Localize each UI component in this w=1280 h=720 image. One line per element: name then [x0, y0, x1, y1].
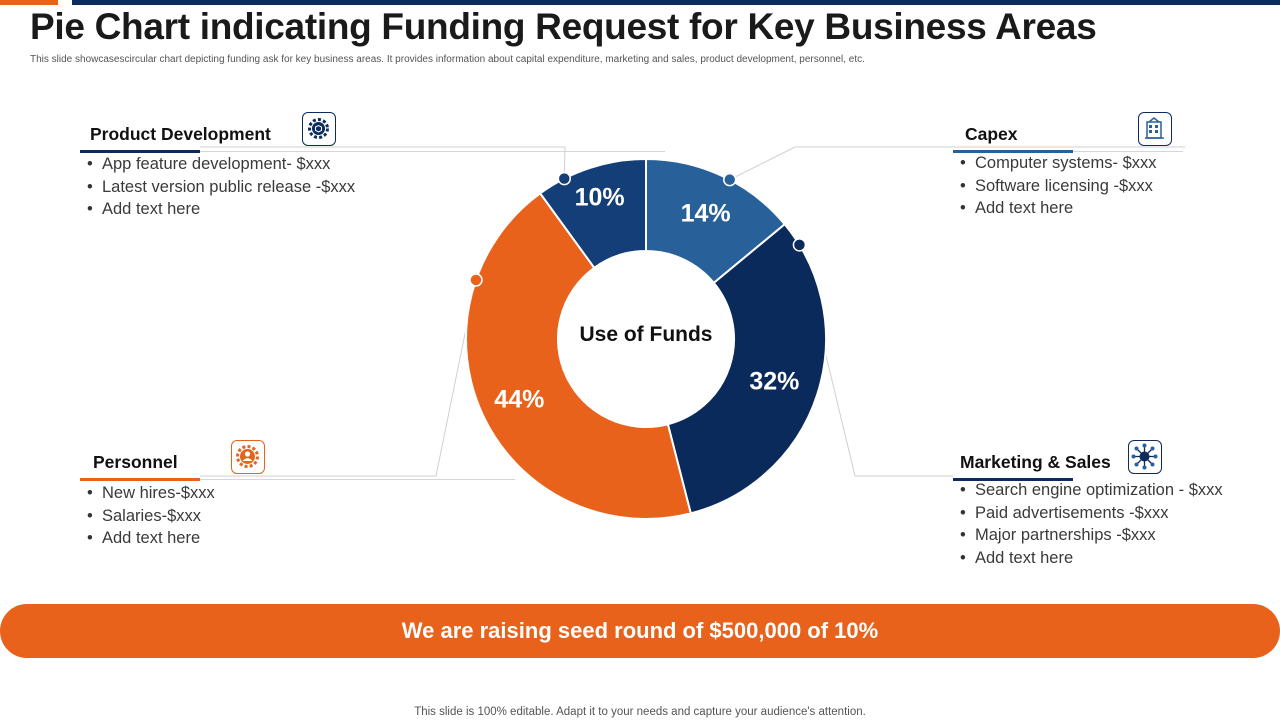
list-item: App feature development- $xxx: [80, 153, 355, 176]
panel-list-product-development: App feature development- $xxx Latest ver…: [80, 153, 355, 221]
slice-label-product-development: 10%: [575, 183, 625, 211]
building-icon: [1138, 112, 1172, 146]
panel-title-personnel: Personnel: [93, 452, 178, 472]
list-item: Add text here: [80, 198, 355, 221]
connector-line-capex: [729, 146, 1185, 181]
list-item: Search engine optimization - $xxx: [953, 479, 1223, 502]
list-item: Add text here: [953, 547, 1223, 570]
panel-list-marketing-sales: Search engine optimization - $xxx Paid a…: [953, 479, 1223, 569]
top-accent-orange: [0, 0, 58, 5]
panel-capex: Capex Computer systems- $xxx Software li…: [953, 112, 1253, 219]
panel-title-marketing-sales: Marketing & Sales: [960, 452, 1111, 472]
slice-label-capex: 14%: [681, 199, 731, 227]
banner-text: We are raising seed round of $500,000 of…: [401, 618, 879, 643]
panel-personnel: Personnel New hires-$xxx Salaries-$xxx A…: [80, 440, 515, 549]
list-item: Latest version public release -$xxx: [80, 176, 355, 199]
list-item: Add text here: [80, 527, 215, 550]
list-item: New hires-$xxx: [80, 482, 215, 505]
panel-product-development: Product Development App feature developm…: [80, 112, 665, 220]
connector-dots: [469, 171, 807, 287]
donut-slice-marketing-sales: [666, 222, 827, 515]
connector-dot-product-development: [557, 171, 572, 186]
panel-divider: [200, 151, 665, 152]
donut-slices: [465, 157, 827, 520]
connector-dot-capex: [722, 172, 737, 187]
panel-title-capex: Capex: [965, 124, 1018, 144]
slice-labels: 14% 32% 44% 10%: [494, 183, 799, 413]
list-item: Computer systems- $xxx: [953, 152, 1157, 175]
list-item: Salaries-$xxx: [80, 505, 215, 528]
page-subtitle: This slide showcasescircular chart depic…: [30, 54, 865, 65]
donut-slice-personnel: [465, 191, 692, 520]
list-item: Paid advertisements -$xxx: [953, 502, 1223, 525]
slice-label-personnel: 44%: [494, 386, 544, 414]
list-item: Software licensing -$xxx: [953, 175, 1157, 198]
person-gear-icon: [231, 440, 265, 474]
top-accent-navy: [72, 0, 1280, 5]
connector-line-personnel: [200, 279, 477, 477]
page-title: Pie Chart indicating Funding Request for…: [30, 6, 1097, 47]
panel-divider: [200, 479, 515, 480]
gear-cube-icon: [302, 112, 336, 146]
network-icon: [1128, 440, 1162, 474]
panel-accent-bar: [80, 150, 200, 153]
list-item: Add text here: [953, 197, 1157, 220]
panel-accent-bar: [80, 478, 200, 481]
panel-title-product-development: Product Development: [90, 124, 271, 144]
footer-note: This slide is 100% editable. Adapt it to…: [414, 706, 866, 718]
panel-list-capex: Computer systems- $xxx Software licensin…: [953, 152, 1157, 220]
panel-marketing-sales: Marketing & Sales: [953, 440, 1253, 569]
connector-line-product-development: [200, 146, 566, 179]
panel-list-personnel: New hires-$xxx Salaries-$xxx Add text he…: [80, 482, 215, 550]
list-item: Major partnerships -$xxx: [953, 524, 1223, 547]
slice-label-marketing-sales: 32%: [749, 368, 799, 396]
connector-dot-personnel: [469, 273, 483, 287]
seed-round-banner: We are raising seed round of $500,000 of…: [0, 604, 1280, 658]
connector-dot-marketing-sales: [792, 238, 807, 252]
chart-center-label: Use of Funds: [579, 323, 712, 346]
